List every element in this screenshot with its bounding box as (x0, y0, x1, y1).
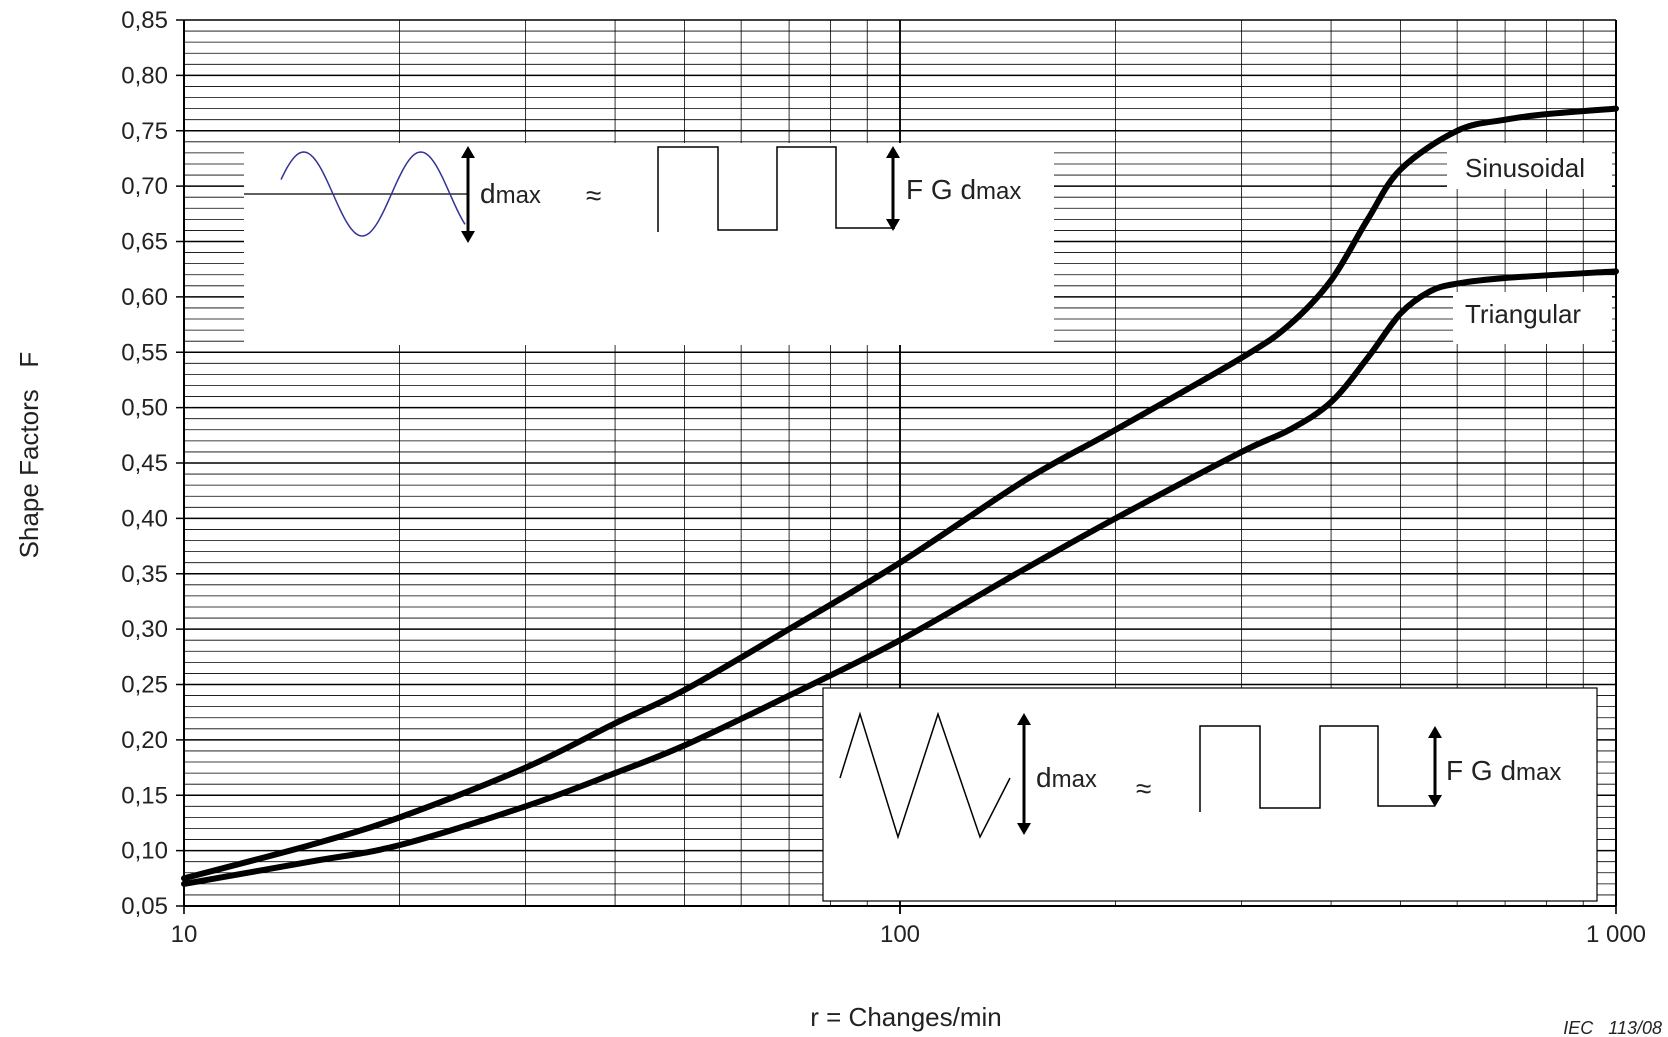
y-tick-label: 0,70 (121, 173, 168, 200)
triangle-wave-icon (839, 711, 1011, 840)
y-tick-label: 0,80 (121, 62, 168, 89)
x-tick-label: 1 000 (1586, 921, 1646, 948)
y-tick-label: 0,10 (121, 838, 168, 865)
y-tick-label: 0,45 (121, 450, 168, 477)
triangular-label-bg (1453, 292, 1612, 344)
y-tick-label: 0,60 (121, 284, 168, 311)
sinusoidal-label-bg (1447, 143, 1612, 189)
y-tick-label: 0,65 (121, 229, 168, 256)
series-line-sinusoidal (181, 105, 1619, 882)
x-tick-label: 10 (171, 921, 198, 948)
square-wave-icon-top (657, 146, 895, 232)
series-lines (181, 105, 1619, 887)
y-tick-label: 0,25 (121, 672, 168, 699)
y-tick-label: 0,55 (121, 339, 168, 366)
sine-wave-icon (280, 151, 466, 237)
inset-triangular-bg (822, 687, 1598, 902)
inset-triangular: dmax ≈ F G dmax (822, 687, 1598, 902)
series-line-triangular (181, 268, 1619, 887)
y-tick-label: 0,50 (121, 395, 168, 422)
y-tick-label: 0,15 (121, 782, 168, 809)
y-tick-label: 0,30 (121, 616, 168, 643)
fgd-label-bottom: F G dmax (1446, 755, 1561, 786)
approx-symbol-top: ≈ (586, 180, 601, 211)
inset-sinusoidal: dmax ≈ F G dmax (244, 143, 1054, 345)
series-label-sinusoidal: Sinusoidal (1465, 153, 1585, 183)
y-axis-ticks: 0,85 0,80 0,75 0,70 0,65 0,60 0,55 0,50 0,45 0,40… (121, 7, 168, 920)
approx-symbol-bottom: ≈ (1136, 773, 1151, 804)
figure-credit: IEC 113/08 (1563, 1018, 1662, 1037)
inset-sinusoidal-bg (244, 143, 1054, 345)
fgd-label-top: F G dmax (906, 174, 1021, 205)
y-tick-label: 0,40 (121, 505, 168, 532)
x-axis-ticks: 10 100 1 000 (171, 921, 1646, 948)
x-tick-label: 100 (880, 921, 920, 948)
y-tick-label: 0,75 (121, 118, 168, 145)
y-tick-label: 0,35 (121, 561, 168, 588)
square-wave-icon-bottom (1199, 725, 1435, 812)
y-tick-label: 0,05 (121, 893, 168, 920)
dmax-arrowheads-top-inset (461, 146, 475, 243)
dmax-label-bottom: dmax (1036, 762, 1097, 793)
dmax-label-top: dmax (480, 178, 541, 209)
y-tick-label: 0,85 (121, 7, 168, 34)
y-tick-label: 0,20 (121, 727, 168, 754)
series-label-triangular: Triangular (1465, 299, 1581, 329)
y-axis-title: Shape Factors F (14, 352, 44, 559)
x-axis-title: r = Changes/min (810, 1002, 1001, 1032)
